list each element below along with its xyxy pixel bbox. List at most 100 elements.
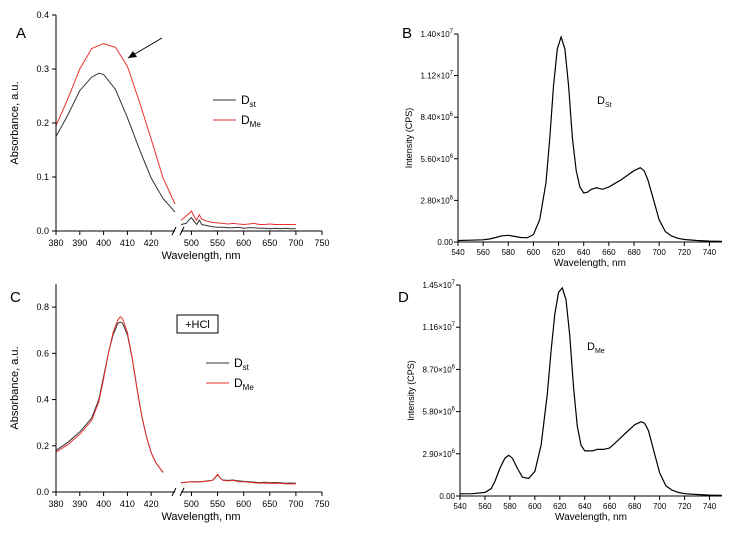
y-tick-label: 0.4 (36, 10, 49, 20)
x-tick-label: 660 (603, 502, 617, 511)
y-tick-label: 1.12×107 (421, 71, 454, 81)
x-tick-label: 410 (120, 499, 135, 509)
x-tick-label: 400 (96, 499, 111, 509)
x-tick-label: 420 (144, 238, 159, 248)
x-tick-label: 620 (553, 502, 567, 511)
x-axis-label: Wavelength, nm (161, 250, 240, 262)
x-tick-label: 600 (236, 499, 251, 509)
y-axis-label: Absorbance, a.u. (9, 346, 21, 429)
x-tick-label: 390 (72, 499, 87, 509)
legend-entry-label: Dst (234, 356, 250, 372)
y-tick-label: 8.40×106 (421, 112, 454, 122)
series-line-dme-right (180, 210, 296, 226)
y-tick-label: 2.80×106 (421, 195, 454, 205)
legend-entry-label: DMe (234, 376, 254, 392)
x-tick-label: 650 (262, 499, 277, 509)
x-tick-label: 400 (96, 238, 111, 248)
y-tick-label: 2.90×106 (423, 449, 456, 459)
x-tick-label: 410 (120, 238, 135, 248)
x-tick-label: 500 (184, 238, 199, 248)
x-tick-label: 640 (577, 248, 591, 257)
x-tick-label: 720 (678, 502, 692, 511)
panel-letter-a: A (16, 25, 26, 42)
x-tick-label: 750 (314, 499, 329, 509)
panel-a-chart: 0.0 0.1 0.2 0.3 0.4 380 390 400 410 420 500 550 600 6… (9, 10, 330, 262)
axis-break-mark (179, 226, 185, 236)
y-tick-label: 0.00 (439, 492, 455, 501)
x-tick-label: 680 (627, 248, 641, 257)
x-axis-label: Wavelength, nm (555, 512, 627, 523)
x-tick-label: 700 (288, 238, 303, 248)
y-tick-label: 8.70×106 (423, 364, 456, 374)
legend-entry-label: DMe (241, 113, 261, 129)
x-tick-label: 600 (236, 238, 251, 248)
series-line-dst-left (55, 72, 176, 213)
x-axis-label: Wavelength, nm (161, 511, 240, 523)
axis-break-mark (171, 226, 177, 236)
panel-letter-c: C (10, 289, 21, 306)
y-axis-label: Intensity (CPS) (406, 360, 416, 421)
y-tick-label: 0.2 (36, 118, 49, 128)
legend-entry-label: Dst (241, 93, 257, 109)
x-tick-label: 700 (288, 499, 303, 509)
panel-letter-d: D (398, 289, 409, 306)
x-tick-label: 500 (184, 499, 199, 509)
series-line-dme-left (55, 316, 164, 473)
x-tick-label: 580 (502, 248, 516, 257)
peak-annotation-label: DSt (597, 95, 612, 109)
x-tick-label: 660 (602, 248, 616, 257)
panel-d-chart: 0.00 2.90×106 5.80×106 8.70×106 1.16×107 1.45… (406, 280, 723, 523)
x-tick-label: 740 (703, 502, 717, 511)
x-tick-label: 390 (72, 238, 87, 248)
y-tick-label: 1.45×107 (423, 280, 456, 290)
y-tick-label: 0.2 (36, 441, 49, 451)
y-tick-label: 0.8 (36, 302, 49, 312)
series-line-dst (457, 35, 723, 242)
x-tick-label: 750 (314, 238, 329, 248)
x-tick-label: 550 (210, 499, 225, 509)
panel-c-chart: 0.0 0.2 0.4 0.6 0.8 380 390 400 410 420 500 550 600 6… (9, 284, 330, 523)
y-tick-label: 0.3 (36, 64, 49, 74)
x-tick-label: 550 (210, 238, 225, 248)
series-line-dme (459, 286, 723, 496)
panel-b-chart: 0.00 2.80×106 5.60×106 8.40×106 1.12×107 1.40… (404, 29, 723, 269)
hcl-label: +HCl (185, 319, 210, 331)
panel-letter-b: B (402, 25, 412, 42)
annotation-arrowhead (128, 51, 137, 58)
y-tick-label: 5.80×106 (423, 407, 456, 417)
series-line-dst-right (180, 216, 296, 230)
hcl-label-box (176, 314, 219, 334)
x-tick-label: 700 (652, 248, 666, 257)
legend: Dst DMe (206, 356, 254, 392)
x-tick-label: 600 (528, 502, 542, 511)
x-tick-label: 740 (703, 248, 717, 257)
peak-annotation-label: DMe (587, 341, 605, 355)
y-tick-label: 0.0 (36, 226, 49, 236)
x-tick-label: 540 (453, 502, 467, 511)
x-tick-label: 680 (628, 502, 642, 511)
x-tick-label: 380 (48, 499, 63, 509)
legend: Dst DMe (213, 93, 261, 129)
y-tick-label: 0.1 (36, 172, 49, 182)
x-tick-label: 720 (678, 248, 692, 257)
axis-break-mark (171, 487, 177, 497)
x-tick-label: 560 (478, 502, 492, 511)
axis-break-mark (179, 487, 185, 497)
x-tick-label: 380 (48, 238, 63, 248)
y-tick-label: 0.4 (36, 395, 49, 405)
series-line-dme-left (55, 43, 176, 205)
y-tick-label: 5.60×106 (421, 154, 454, 164)
x-tick-label: 420 (144, 499, 159, 509)
y-tick-label: 0.0 (36, 487, 49, 497)
y-tick-label: 1.40×107 (421, 29, 454, 39)
y-axis-label: Absorbance, a.u. (9, 81, 21, 164)
y-tick-label: 0.00 (437, 238, 453, 247)
x-tick-label: 700 (653, 502, 667, 511)
x-tick-label: 600 (527, 248, 541, 257)
x-tick-label: 560 (476, 248, 490, 257)
series-line-dme-right (180, 473, 296, 485)
x-tick-label: 640 (578, 502, 592, 511)
y-axis-label: Intensity (CPS) (404, 108, 414, 169)
series-line-dst-left (55, 321, 164, 473)
